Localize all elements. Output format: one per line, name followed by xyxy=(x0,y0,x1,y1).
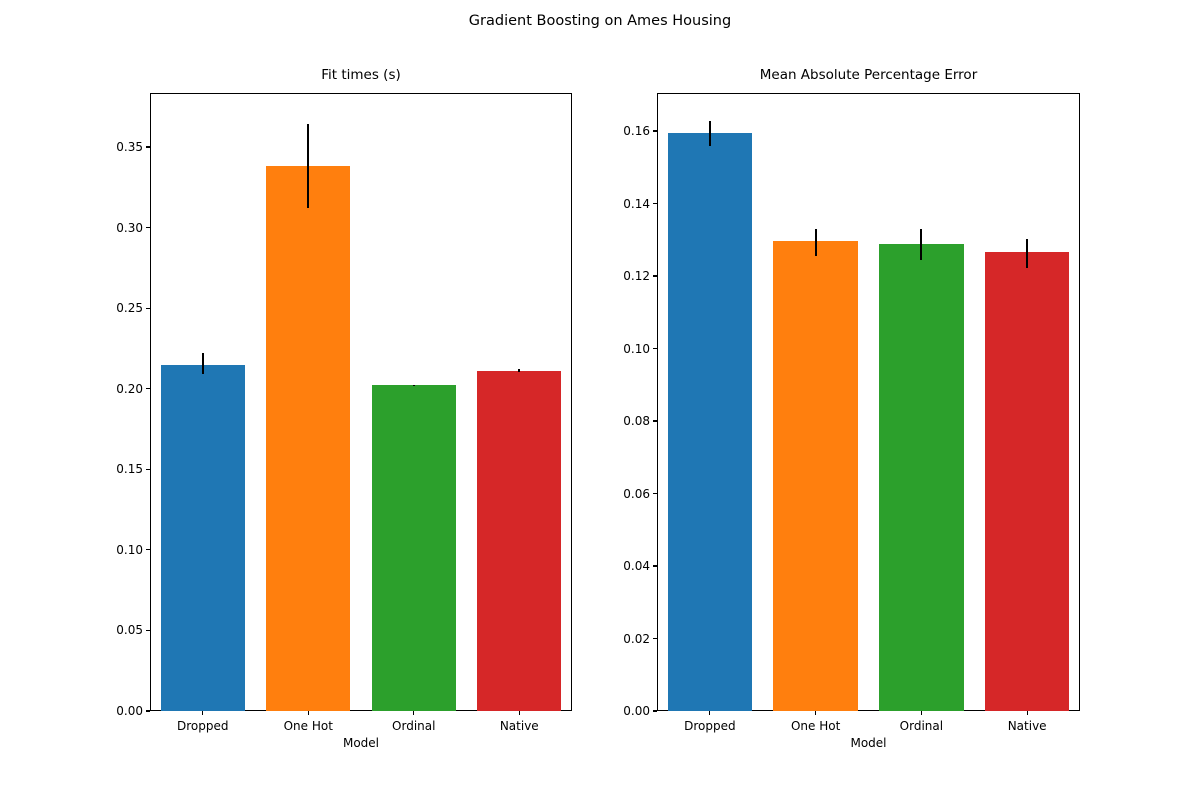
subplot-title-mape: Mean Absolute Percentage Error xyxy=(759,67,978,83)
x-axis-label-right: Model xyxy=(850,736,887,750)
y-tick-mark xyxy=(653,637,657,640)
bar-native xyxy=(477,370,562,711)
y-tick-mark xyxy=(653,565,657,567)
y-tick-label: 0.10 xyxy=(623,341,650,356)
plot-area xyxy=(657,93,1080,711)
y-tick-label: 0.02 xyxy=(623,631,650,646)
y-tick-label: 0.14 xyxy=(623,196,650,211)
axes-fit-times: Fit times (s) Model 0.00 0.05 0.10 0.15 0.20… xyxy=(116,67,572,750)
error-bar-ordinal xyxy=(412,384,415,387)
bar-ordinal xyxy=(879,244,964,711)
x-tick-mark xyxy=(709,711,711,715)
y-tick-label: 0.04 xyxy=(623,559,650,573)
bar-native xyxy=(984,251,1070,711)
y-tick-label: 0.12 xyxy=(623,269,650,284)
y-tick-label: 0.06 xyxy=(623,486,650,501)
figure-suptitle: Gradient Boosting on Ames Housing xyxy=(468,13,732,29)
y-tick-label: 0.30 xyxy=(116,220,143,235)
y-tick-mark xyxy=(146,629,150,632)
y-tick-mark xyxy=(146,226,150,229)
error-bar-native xyxy=(518,368,521,372)
axes-mape: Mean Absolute Percentage Error Model 0.0… xyxy=(623,67,1080,750)
x-tick-mark xyxy=(202,711,204,715)
y-tick-mark xyxy=(653,420,657,422)
y-tick-label: 0.10 xyxy=(116,542,143,557)
subplot-title-fit-times: Fit times (s) xyxy=(321,67,401,83)
y-tick-label: 0.16 xyxy=(623,124,650,139)
y-tick-mark xyxy=(653,130,657,132)
y-tick-mark xyxy=(653,202,657,205)
y-tick-mark xyxy=(653,710,657,712)
bar-dropped xyxy=(160,364,245,711)
x-tick-label: Dropped xyxy=(684,719,736,733)
y-tick-mark xyxy=(653,275,657,277)
y-tick-label: 0.00 xyxy=(623,704,650,718)
x-tick-mark xyxy=(815,711,817,715)
error-bar-one-hot xyxy=(814,228,817,257)
y-tick-label: 0.35 xyxy=(116,139,143,154)
y-tick-mark xyxy=(146,549,150,551)
y-tick-mark xyxy=(146,307,150,309)
x-tick-label: Ordinal xyxy=(392,719,436,733)
x-tick-label: Dropped xyxy=(177,719,229,733)
y-tick-label: 0.05 xyxy=(116,623,143,638)
y-tick-mark xyxy=(146,468,150,470)
x-tick-mark xyxy=(307,711,309,715)
error-bar-native xyxy=(1026,239,1029,269)
bar-one-hot xyxy=(773,241,858,711)
x-tick-mark xyxy=(1026,711,1028,715)
error-bar-dropped xyxy=(201,353,204,375)
y-tick-label: 0.20 xyxy=(116,381,143,396)
x-tick-mark xyxy=(920,711,922,715)
y-tick-label: 0.15 xyxy=(116,462,143,477)
x-axis-label-left: Model xyxy=(342,736,380,750)
bar-dropped xyxy=(667,132,753,711)
y-tick-label: 0.00 xyxy=(116,704,143,718)
x-tick-label: Ordinal xyxy=(899,719,944,733)
y-tick-label: 0.08 xyxy=(623,414,650,429)
x-tick-label: Native xyxy=(1007,719,1047,733)
x-tick-mark xyxy=(518,711,520,715)
x-tick-label: One Hot xyxy=(790,719,841,733)
bar-one-hot xyxy=(266,166,351,711)
x-tick-label: One Hot xyxy=(283,719,333,733)
y-tick-mark xyxy=(146,146,150,148)
error-bar-ordinal xyxy=(920,228,923,260)
y-tick-mark xyxy=(653,347,657,350)
error-bar-one-hot xyxy=(307,124,310,209)
bar-ordinal xyxy=(371,385,456,711)
y-tick-label: 0.25 xyxy=(116,301,143,316)
y-tick-mark xyxy=(146,710,150,712)
y-tick-mark xyxy=(653,492,657,495)
x-tick-label: Native xyxy=(499,719,539,733)
x-tick-mark xyxy=(413,711,415,715)
error-bar-dropped xyxy=(708,120,711,146)
y-tick-mark xyxy=(146,388,150,390)
plot-area xyxy=(150,93,572,711)
